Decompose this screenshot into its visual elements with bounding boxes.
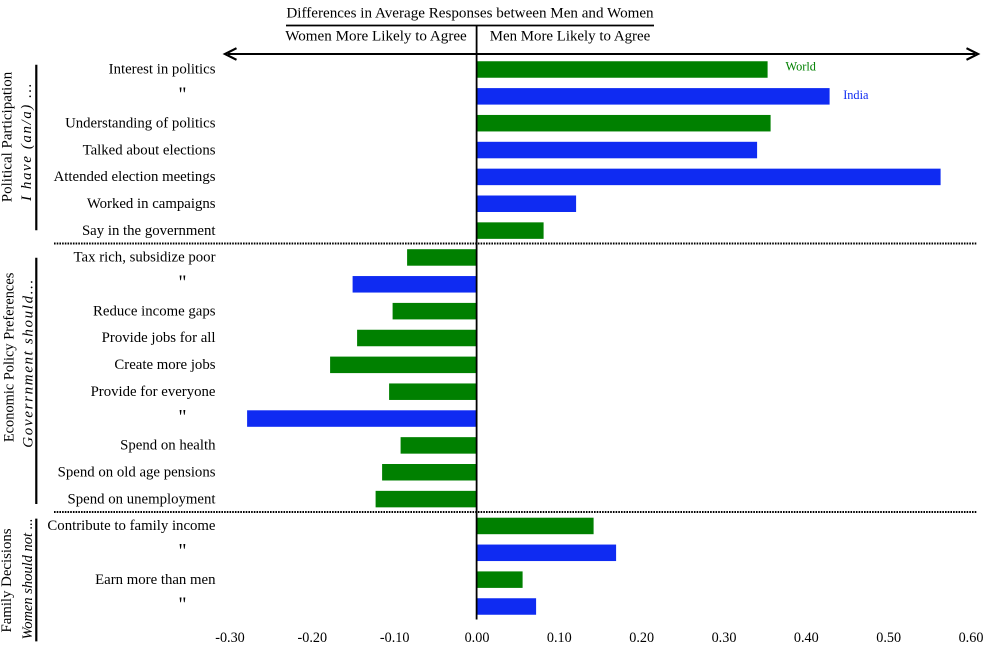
svg-text:Understanding of politics: Understanding of politics [65,115,216,131]
svg-text:Reduce income gaps: Reduce income gaps [93,303,216,319]
svg-text:Create more jobs: Create more jobs [114,357,215,373]
svg-text:World: World [786,59,816,73]
svg-text:Contribute to family income: Contribute to family income [47,518,216,534]
svg-text:Earn more than men: Earn more than men [95,572,216,588]
svg-text:Differences in Average Respons: Differences in Average Responses between… [286,6,654,22]
svg-text:I have (an/a) ...: I have (an/a) ... [19,83,35,202]
svg-text:0.40: 0.40 [794,630,819,646]
svg-text:Interest in politics: Interest in politics [109,62,216,78]
svg-text:Tax rich, subsidize poor: Tax rich, subsidize poor [74,250,216,266]
svg-text:0.00: 0.00 [465,630,490,646]
svg-text:Family Decisions: Family Decisions [0,528,15,632]
svg-text:Economic Policy Preferences: Economic Policy Preferences [1,272,17,442]
svg-text:Men More Likely to Agree: Men More Likely to Agree [490,28,651,44]
svg-text:-0.30: -0.30 [215,630,245,646]
svg-text:": " [178,594,186,616]
svg-text:": " [178,272,186,294]
svg-text:Goverrnment should...: Goverrnment should... [21,280,37,448]
svg-text:0.20: 0.20 [629,630,654,646]
svg-text:Spend on unemployment: Spend on unemployment [68,491,217,507]
svg-text:0.30: 0.30 [712,630,737,646]
svg-text:-0.10: -0.10 [380,630,410,646]
svg-text:Spend on old age pensions: Spend on old age pensions [58,464,216,480]
svg-text:Say in the government: Say in the government [82,223,216,239]
svg-text:Attended election meetings: Attended election meetings [54,169,216,185]
svg-text:0.60: 0.60 [959,630,984,646]
svg-text:": " [178,84,186,106]
svg-text:0.10: 0.10 [547,630,572,646]
svg-text:0.50: 0.50 [876,630,901,646]
svg-text:India: India [843,88,869,102]
svg-text:Provide jobs for all: Provide jobs for all [102,330,216,346]
svg-text:Women should not ...: Women should not ... [20,518,36,639]
svg-text:Women More Likely to Agree: Women More Likely to Agree [285,28,467,44]
svg-text:Worked in campaigns: Worked in campaigns [87,196,216,212]
svg-text:": " [178,406,186,428]
svg-text:Spend on health: Spend on health [120,438,216,454]
svg-text:": " [178,540,186,562]
svg-text:Provide for everyone: Provide for everyone [91,384,216,400]
svg-text:-0.20: -0.20 [298,630,328,646]
svg-text:Political Participation: Political Participation [0,71,16,202]
svg-text:Talked about elections: Talked about elections [83,142,216,158]
